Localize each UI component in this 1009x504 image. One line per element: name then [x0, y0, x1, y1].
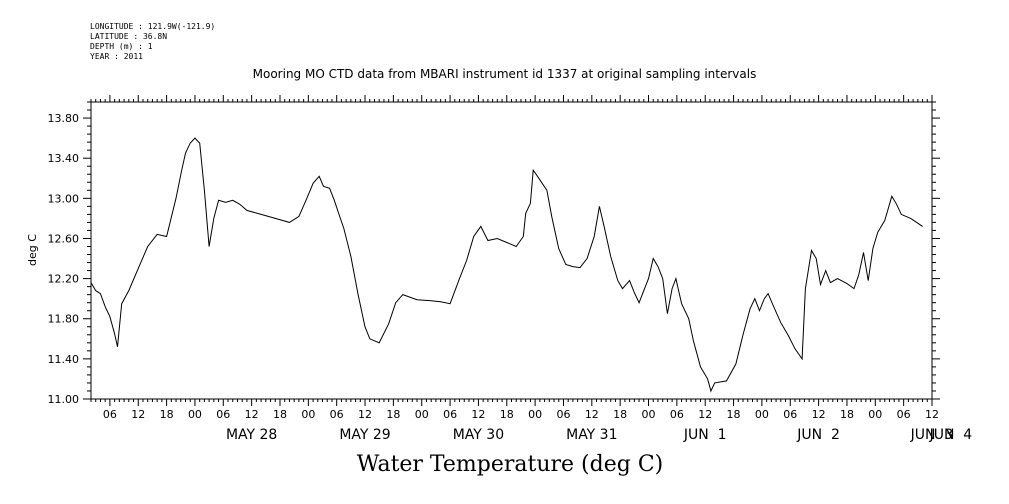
hour-tick-label: 06 [103, 408, 117, 421]
hour-tick-label: 00 [415, 408, 429, 421]
y-tick-label: 11.00 [48, 393, 80, 406]
hour-tick-label: 00 [868, 408, 882, 421]
y-tick-label: 13.40 [48, 152, 80, 165]
chart-title: Mooring MO CTD data from MBARI instrumen… [252, 67, 757, 81]
day-label: MAY 28 [226, 427, 277, 443]
y-tick-label: 12.60 [48, 232, 80, 245]
hour-tick-label: 06 [556, 408, 570, 421]
hour-tick-label: 06 [216, 408, 230, 421]
y-axis-label: deg C [26, 234, 39, 266]
hour-tick-label: 06 [670, 408, 684, 421]
y-tick-label: 13.80 [48, 112, 80, 125]
hour-tick-label: 12 [131, 408, 145, 421]
longitude-line: LONGITUDE : 121.9W(-121.9) [90, 22, 216, 31]
hour-tick-label: 18 [727, 408, 741, 421]
hour-tick-label: 18 [273, 408, 287, 421]
day-label: JUN 4 [929, 427, 973, 443]
hour-tick-label: 00 [642, 408, 656, 421]
hour-tick-label: 06 [330, 408, 344, 421]
hour-tick-label: 12 [471, 408, 485, 421]
hour-tick-label: 00 [188, 408, 202, 421]
hour-tick-label: 12 [698, 408, 712, 421]
y-tick-labels: 11.00 11.40 11.80 12.20 12.60 13.00 13.40 13.80 [48, 112, 80, 406]
hour-tick-label: 18 [840, 408, 854, 421]
hour-tick-label: 00 [755, 408, 769, 421]
y-tick-label: 13.00 [48, 192, 80, 205]
day-label: MAY 31 [566, 427, 617, 443]
hour-tick-label: 06 [443, 408, 457, 421]
axis-ticks [83, 95, 940, 406]
hour-tick-label: 06 [783, 408, 797, 421]
day-label: JUN 1 [683, 427, 727, 443]
chart-caption: Water Temperature (deg C) [356, 452, 664, 477]
hour-tick-label: 00 [301, 408, 315, 421]
hour-tick-label: 00 [528, 408, 542, 421]
year-line: YEAR : 2011 [90, 52, 143, 61]
day-label: MAY 29 [339, 427, 390, 443]
day-label: MAY 30 [453, 427, 504, 443]
hour-tick-label: 12 [925, 408, 939, 421]
hour-tick-label: 12 [245, 408, 259, 421]
water-temperature-line [90, 137, 923, 393]
hour-tick-label: 12 [358, 408, 372, 421]
latitude-line: LATITUDE : 36.8N [90, 32, 168, 41]
hour-tick-label: 18 [613, 408, 627, 421]
y-tick-label: 12.20 [48, 273, 80, 286]
depth-line: DEPTH (m) : 1 [90, 42, 153, 51]
day-label: JUN 2 [796, 427, 840, 443]
hour-tick-label: 18 [500, 408, 514, 421]
y-tick-label: 11.40 [48, 353, 80, 366]
hour-tick-label: 12 [585, 408, 599, 421]
y-tick-label: 11.80 [48, 313, 80, 326]
station-metadata: LONGITUDE : 121.9W(-121.9) LATITUDE : 36… [90, 22, 215, 62]
hour-tick-label: 18 [386, 408, 400, 421]
x-tick-labels: 06 12 18 00 06 12 18 00 06 12 18 00 06 12 18 00 06 12 18 00… [103, 408, 939, 421]
hour-tick-label: 06 [897, 408, 911, 421]
day-label: JUN 3 [910, 427, 954, 443]
day-labels: MAY 28 MAY 29 MAY 30 MAY 31 JUN 1 JUN 2 JUN 3J… [226, 427, 972, 443]
hour-tick-label: 12 [812, 408, 826, 421]
plot-frame [90, 101, 933, 400]
hour-tick-label: 18 [160, 408, 174, 421]
